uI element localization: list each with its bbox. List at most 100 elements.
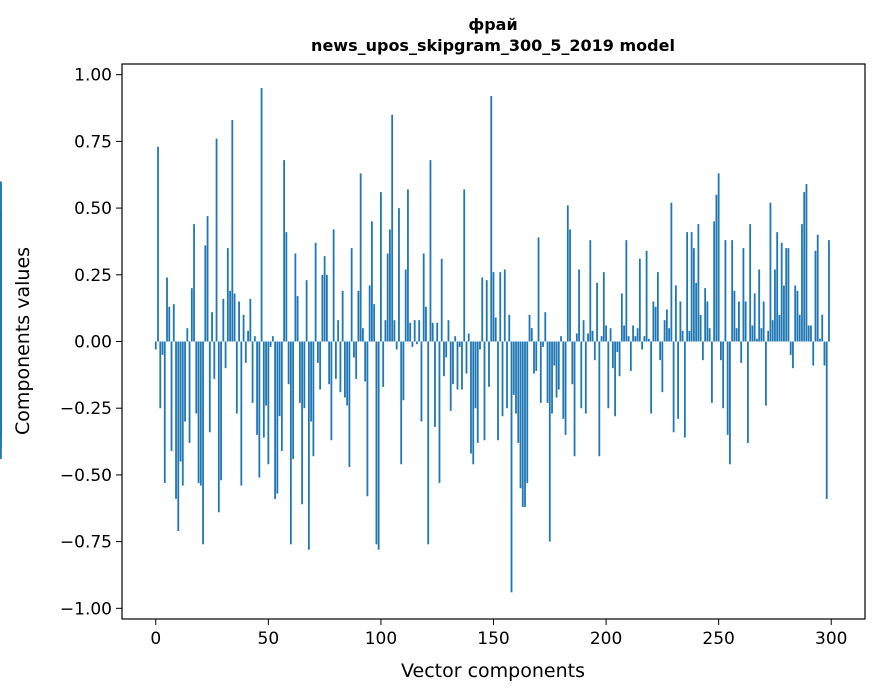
bar-205 — [616, 341, 619, 353]
bar-222 — [654, 306, 657, 342]
bar-10 — [177, 341, 180, 531]
bar-296 — [821, 314, 824, 342]
bar-285 — [796, 290, 799, 342]
bar-218 — [645, 250, 648, 342]
bar-90 — [357, 290, 360, 342]
bar-127 — [440, 258, 443, 342]
bar-152 — [497, 341, 499, 441]
bar-256 — [731, 240, 734, 342]
bar-279 — [783, 285, 785, 342]
bar-160 — [515, 341, 517, 414]
bar-43 — [251, 341, 254, 403]
bar-186 — [573, 341, 576, 457]
bar-50 — [267, 341, 270, 465]
bar-19 — [197, 341, 200, 483]
bar-undefined — [0, 242, 2, 342]
bar-224 — [659, 341, 662, 361]
bar-129 — [445, 341, 448, 358]
bar-226 — [663, 320, 666, 342]
bar-31 — [224, 341, 227, 369]
bar-120 — [425, 306, 427, 342]
bar-106 — [393, 320, 396, 342]
bar-185 — [571, 341, 574, 385]
bar-38 — [240, 341, 243, 486]
bar-29 — [220, 341, 222, 481]
bar-176 — [551, 341, 553, 414]
bar-231 — [674, 285, 677, 342]
bar-65 — [301, 341, 304, 505]
bar-58 — [285, 232, 288, 342]
bar-181 — [562, 341, 565, 419]
bar-52 — [271, 336, 274, 342]
bar-189 — [580, 341, 583, 409]
bar-162 — [519, 341, 522, 489]
bar-295 — [819, 338, 821, 342]
bar-93 — [364, 341, 367, 382]
bar-114 — [411, 341, 414, 347]
y-tick-label: −0.50 — [60, 466, 112, 486]
bar-167 — [530, 328, 533, 342]
bar-190 — [582, 320, 585, 342]
bar-141 — [472, 341, 475, 465]
bar-280 — [785, 248, 788, 342]
bar-276 — [776, 232, 779, 342]
bar-273 — [769, 202, 772, 342]
bar-96 — [371, 221, 373, 342]
bar-34 — [231, 120, 234, 342]
bar-213 — [634, 336, 637, 342]
bar-197 — [598, 341, 601, 457]
bar-126 — [438, 341, 441, 483]
bar-89 — [355, 341, 358, 379]
bar-232 — [677, 341, 680, 419]
bar-297 — [823, 341, 826, 366]
bar-170 — [537, 237, 540, 342]
bar-48 — [262, 341, 265, 438]
bar-173 — [544, 312, 547, 342]
bar-163 — [521, 341, 524, 507]
bar-4 — [163, 341, 166, 483]
bar-107 — [395, 341, 398, 350]
bar-1 — [157, 146, 159, 342]
bar-22 — [204, 245, 207, 342]
bar-230 — [672, 341, 675, 433]
bar-166 — [528, 314, 531, 342]
bar-183 — [566, 205, 569, 342]
bar-26 — [213, 341, 216, 379]
bar-95 — [368, 285, 371, 342]
bar-74 — [321, 274, 324, 342]
bar-87 — [350, 248, 353, 342]
bar-174 — [546, 341, 549, 403]
bar-79 — [332, 229, 335, 342]
bar-116 — [416, 341, 418, 345]
bar-238 — [690, 232, 693, 342]
bar-11 — [179, 341, 182, 462]
bar-221 — [652, 301, 655, 342]
bar-132 — [452, 341, 454, 385]
bar-229 — [670, 202, 673, 342]
x-axis-ticks: 0 50 100 150 200 250 300 — [150, 619, 847, 649]
bar-193 — [589, 240, 592, 342]
bar-47 — [260, 88, 263, 342]
bar-239 — [692, 248, 695, 342]
x-tick-label: 250 — [702, 629, 734, 649]
bar-196 — [596, 282, 598, 342]
bar-80 — [334, 341, 337, 379]
bar-112 — [407, 189, 409, 342]
bar-36 — [235, 341, 238, 414]
x-axis-label: Vector components — [401, 660, 585, 682]
x-tick-label: 100 — [365, 629, 397, 649]
bar-153 — [499, 272, 502, 342]
bar-130 — [447, 320, 450, 342]
bar-201 — [607, 341, 610, 409]
bar-248 — [713, 221, 716, 342]
bar-118 — [420, 341, 423, 422]
bar-203 — [611, 341, 614, 369]
bar-293 — [814, 250, 817, 342]
bar-191 — [584, 341, 587, 414]
bar-13 — [184, 341, 186, 422]
bar-109 — [400, 341, 403, 465]
bar-271 — [765, 341, 767, 406]
bar-257 — [733, 290, 736, 342]
bar-223 — [656, 272, 659, 342]
bar-97 — [373, 304, 376, 342]
